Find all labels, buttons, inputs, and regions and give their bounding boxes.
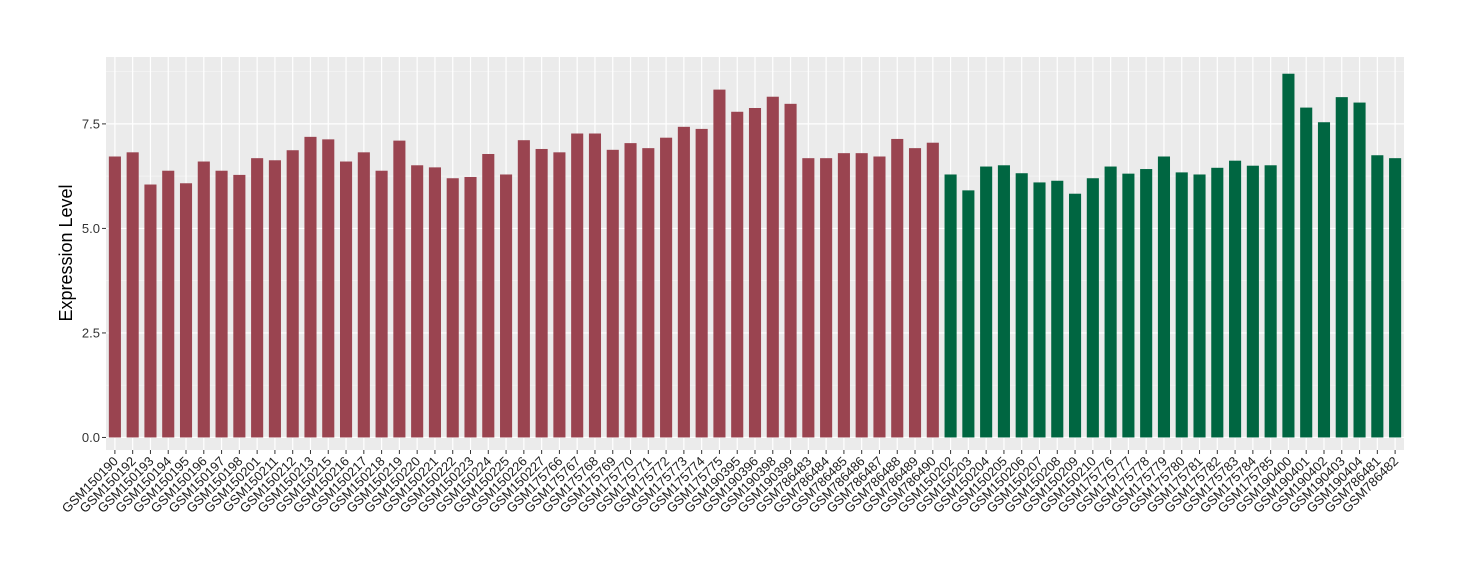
x-axis: GSM150190GSM150192GSM150193GSM150194GSM1… [59, 450, 1401, 516]
bar-GSM150219 [393, 140, 406, 438]
bar-GSM190399 [784, 103, 797, 438]
bar-GSM175778 [1140, 169, 1153, 438]
bar-GSM150198 [233, 174, 246, 438]
bar-GSM190402 [1317, 122, 1331, 438]
bar-GSM786485 [837, 153, 850, 438]
bar-GSM190401 [1300, 107, 1313, 438]
bars-layer [108, 73, 1402, 438]
bar-GSM150211 [268, 160, 281, 438]
bar-GSM150195 [179, 183, 193, 438]
bar-GSM190396 [748, 108, 762, 438]
bar-GSM150209 [1069, 193, 1082, 438]
bar-GSM150225 [500, 174, 513, 438]
bar-GSM190403 [1335, 97, 1348, 438]
bar-GSM150210 [1086, 178, 1099, 438]
bar-GSM175767 [571, 133, 584, 438]
bar-GSM175771 [642, 148, 655, 438]
bar-GSM150215 [322, 139, 335, 438]
bar-GSM150193 [144, 184, 157, 438]
bar-GSM786488 [891, 138, 904, 438]
bar-GSM175768 [588, 133, 602, 438]
bar-GSM150202 [944, 174, 957, 438]
bar-GSM150212 [286, 150, 299, 438]
bar-GSM175772 [660, 137, 673, 438]
bar-GSM175776 [1104, 166, 1117, 438]
bar-GSM786481 [1371, 155, 1384, 438]
bar-GSM175769 [606, 149, 619, 438]
bar-GSM175781 [1193, 174, 1206, 438]
bar-GSM786490 [926, 142, 939, 438]
bar-GSM175784 [1246, 165, 1259, 438]
y-tick-label: 5.0 [82, 221, 100, 236]
y-tick-label: 2.5 [82, 325, 100, 340]
bar-GSM150221 [428, 167, 441, 438]
y-axis-title: Expression Level [56, 184, 76, 321]
bar-GSM150213 [304, 136, 317, 438]
bar-GSM786484 [820, 158, 833, 438]
bar-GSM150206 [1015, 173, 1028, 438]
bar-GSM786483 [802, 158, 815, 438]
bar-GSM175785 [1264, 165, 1277, 438]
bar-GSM150190 [108, 156, 121, 438]
bar-GSM150223 [464, 176, 477, 438]
bar-GSM175774 [695, 128, 708, 438]
bar-GSM150194 [162, 170, 175, 438]
bar-GSM190398 [766, 96, 779, 438]
bar-GSM786486 [855, 153, 868, 438]
bar-GSM150192 [126, 152, 139, 438]
bar-GSM150207 [1033, 182, 1046, 438]
bar-GSM786487 [873, 156, 886, 438]
bar-GSM175780 [1175, 172, 1188, 438]
y-axis: 0.0 2.5 5.0 7.5 [82, 116, 106, 445]
bar-GSM175777 [1122, 173, 1135, 438]
y-tick-label: 7.5 [82, 116, 100, 131]
bar-GSM175766 [553, 152, 566, 438]
bar-GSM175783 [1229, 160, 1242, 438]
bar-GSM150197 [215, 170, 228, 438]
bar-GSM150224 [482, 153, 495, 438]
bar-GSM150201 [251, 158, 264, 438]
bar-GSM150218 [375, 170, 388, 438]
bar-GSM150216 [339, 161, 353, 438]
bar-GSM150220 [411, 165, 424, 438]
bar-GSM150196 [197, 161, 210, 438]
bar-GSM150208 [1051, 180, 1064, 438]
bar-GSM190395 [731, 111, 744, 438]
bar-GSM786482 [1389, 158, 1402, 438]
y-tick-label: 0.0 [82, 430, 100, 445]
bar-GSM175775 [713, 89, 726, 438]
bar-GSM175773 [677, 126, 690, 438]
bar-GSM150226 [517, 140, 530, 438]
bar-GSM150227 [535, 148, 548, 438]
bar-GSM150217 [357, 152, 370, 438]
bar-GSM190400 [1282, 73, 1295, 438]
bar-GSM150222 [446, 178, 459, 438]
bar-GSM150203 [962, 190, 975, 438]
bar-GSM786489 [908, 148, 922, 438]
bar-GSM190404 [1353, 102, 1366, 438]
bar-GSM175782 [1211, 167, 1224, 438]
bar-GSM175779 [1157, 156, 1171, 438]
bar-GSM150204 [980, 166, 993, 438]
bar-GSM175770 [624, 143, 637, 438]
bar-GSM150205 [997, 165, 1010, 438]
